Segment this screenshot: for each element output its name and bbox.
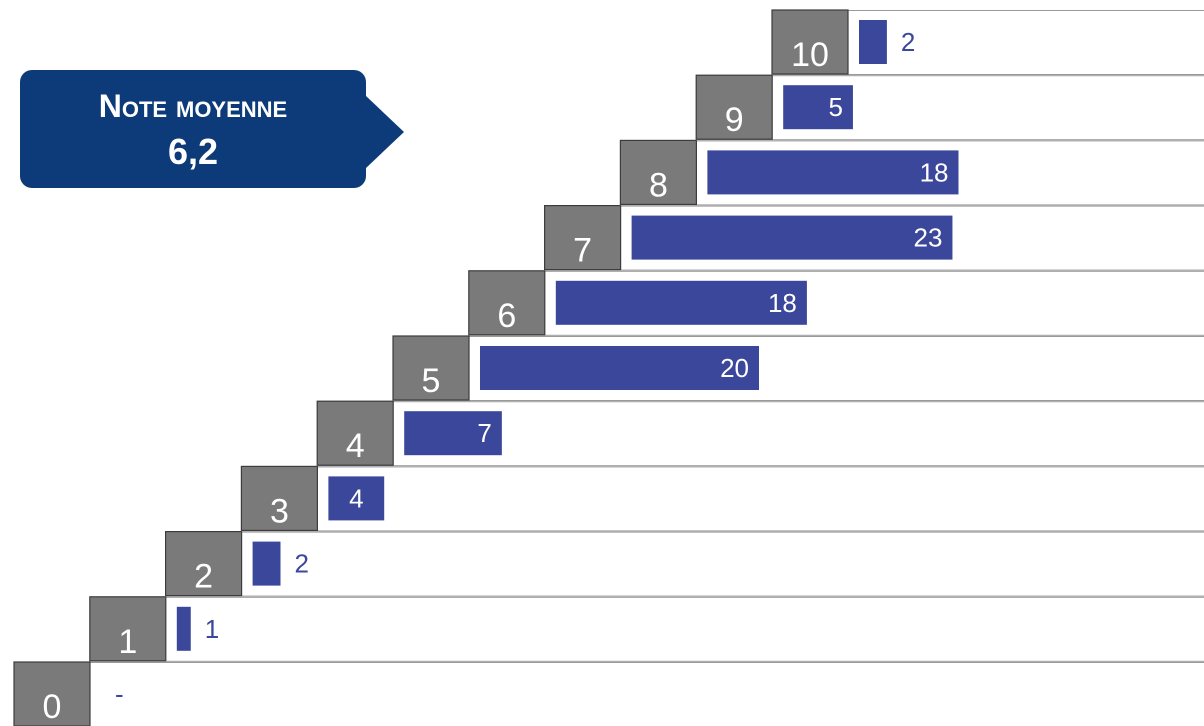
value-label-3: 4 — [349, 483, 363, 513]
bar-8 — [707, 150, 959, 195]
score-label-5: 5 — [422, 362, 441, 400]
value-label-4: 7 — [477, 418, 491, 448]
value-label-8: 18 — [920, 157, 949, 187]
value-label-0: - — [115, 679, 124, 709]
value-label-9: 5 — [828, 92, 842, 122]
bar-10 — [859, 20, 887, 64]
score-row-0 — [14, 662, 1204, 726]
value-label-1: 1 — [205, 614, 219, 644]
score-label-2: 2 — [194, 558, 213, 596]
score-label-3: 3 — [270, 492, 289, 530]
score-step-7 — [543, 205, 622, 271]
score-step-9 — [695, 74, 773, 140]
bar-5 — [480, 346, 759, 390]
score-step-10 — [771, 9, 849, 75]
bar-1 — [176, 606, 191, 651]
bar-7 — [631, 215, 953, 260]
value-label-6: 18 — [768, 288, 797, 318]
value-label-7: 23 — [914, 223, 943, 253]
score-row-1 — [89, 596, 1204, 662]
score-step-3 — [240, 465, 318, 531]
value-label-2: 2 — [295, 549, 309, 579]
score-step-4 — [316, 400, 394, 466]
value-label-5: 20 — [720, 353, 749, 383]
score-label-1: 1 — [118, 623, 137, 661]
bar-6 — [555, 280, 807, 325]
value-label-10: 2 — [901, 27, 915, 57]
bar-2 — [252, 541, 281, 586]
score-label-8: 8 — [649, 166, 668, 204]
average-score-title-rest: ote moyenne — [121, 88, 288, 124]
bar-4 — [404, 411, 502, 456]
score-step-0 — [13, 661, 91, 726]
score-step-6 — [468, 270, 546, 336]
score-step-8 — [619, 139, 698, 205]
average-score-value: 6,2 — [167, 131, 219, 172]
score-label-0: 0 — [43, 688, 62, 726]
average-score-callout: Note moyenne 6,2 — [20, 70, 366, 188]
score-row-2 — [165, 531, 1204, 597]
callout-arrow-icon — [366, 96, 404, 168]
score-label-10: 10 — [791, 36, 829, 74]
score-label-6: 6 — [497, 297, 516, 335]
score-step-2 — [165, 530, 243, 597]
average-score-title: Note moyenne — [20, 86, 366, 126]
score-label-9: 9 — [725, 101, 744, 139]
score-row-3 — [241, 466, 1204, 532]
score-label-4: 4 — [346, 427, 365, 465]
bar-3 — [328, 476, 385, 521]
score-step-1 — [89, 596, 167, 662]
score-step-5 — [392, 335, 470, 401]
score-label-7: 7 — [573, 232, 592, 270]
average-score-title-initial: N — [98, 88, 122, 124]
bar-9 — [783, 85, 853, 130]
